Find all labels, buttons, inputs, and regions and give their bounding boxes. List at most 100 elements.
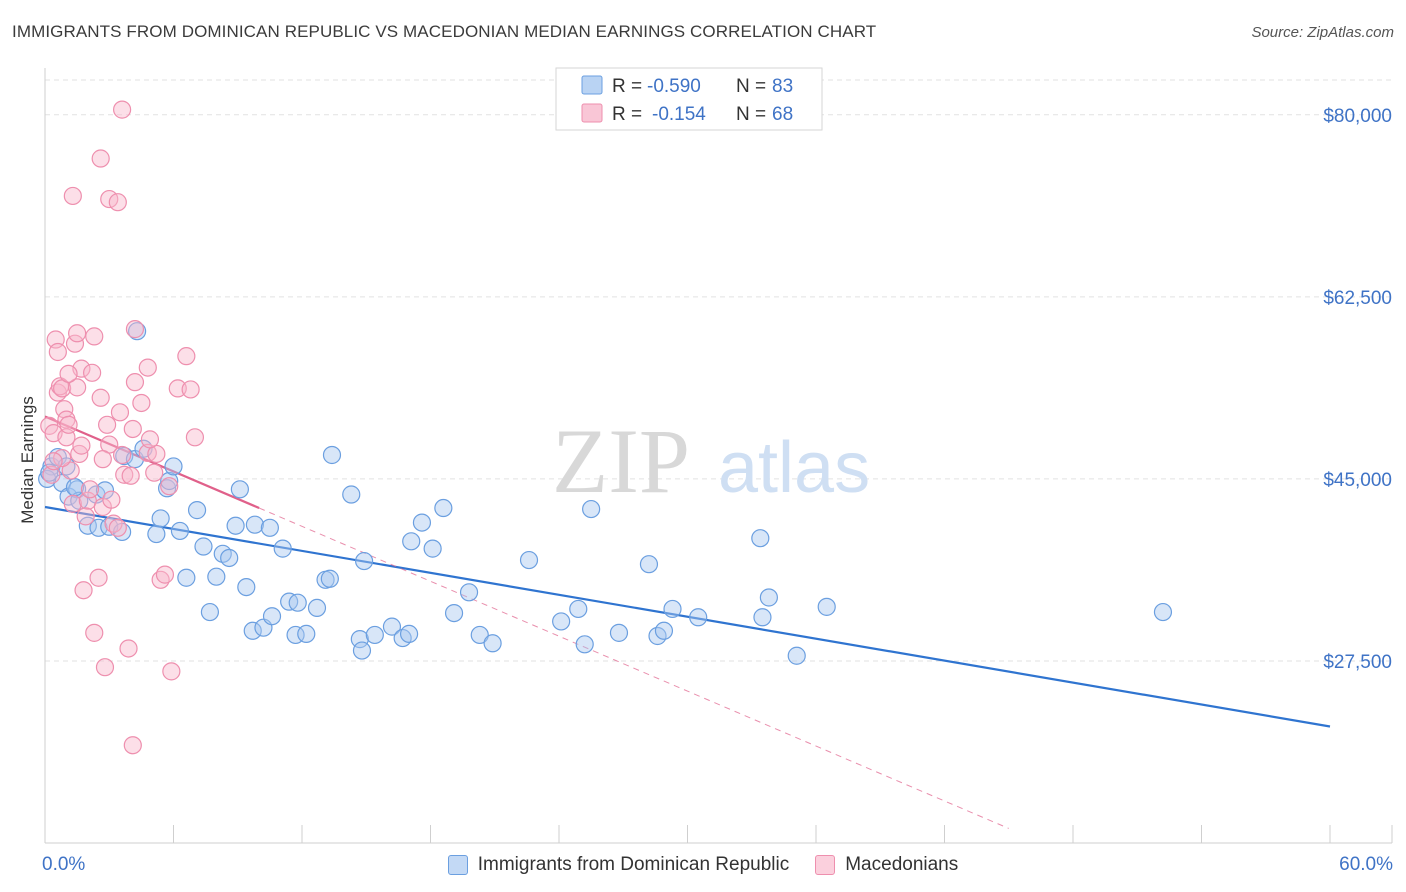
data-point-dominican-republic bbox=[689, 608, 708, 627]
legend-r-value: -0.154 bbox=[652, 104, 706, 125]
data-point-dominican-republic bbox=[164, 457, 183, 476]
data-point-dominican-republic bbox=[753, 608, 772, 627]
data-point-macedonians bbox=[132, 393, 151, 413]
data-point-macedonians bbox=[112, 100, 132, 119]
gridlines bbox=[45, 79, 1392, 662]
data-point-dominican-republic bbox=[207, 567, 226, 586]
data-point-dominican-republic bbox=[483, 634, 502, 653]
trend-lines bbox=[44, 415, 1331, 829]
data-point-macedonians bbox=[115, 465, 134, 484]
data-point-dominican-republic bbox=[575, 635, 594, 654]
data-point-dominican-republic bbox=[187, 501, 207, 520]
legend-swatch-pink bbox=[815, 855, 836, 875]
data-point-dominican-republic bbox=[751, 529, 770, 548]
data-point-macedonians bbox=[145, 463, 164, 482]
legend-item-dominican-republic: Immigrants from Dominican Republic bbox=[447, 854, 790, 876]
data-point-macedonians bbox=[48, 342, 67, 362]
data-point-macedonians bbox=[138, 358, 157, 377]
data-point-dominican-republic bbox=[65, 478, 85, 497]
data-point-macedonians bbox=[112, 445, 132, 465]
legend-label: Macedonians bbox=[845, 854, 959, 875]
stats-legend: R = -0.590 N = 83 R = -0.154 N = 68 bbox=[555, 67, 823, 131]
data-point-dominican-republic bbox=[147, 524, 166, 544]
legend-swatch-blue bbox=[447, 855, 468, 875]
data-point-macedonians bbox=[108, 193, 127, 212]
data-point-macedonians bbox=[91, 388, 110, 407]
x-tick-label: 0.0% bbox=[42, 854, 85, 875]
legend-n-label: N = bbox=[736, 104, 771, 125]
data-point-macedonians bbox=[72, 436, 91, 455]
data-point-dominican-republic bbox=[342, 485, 361, 504]
data-point-macedonians bbox=[185, 428, 205, 447]
y-tick-label: $27,500 bbox=[1323, 652, 1392, 673]
data-point-macedonians bbox=[123, 419, 142, 439]
chart-title: IMMIGRANTS FROM DOMINICAN REPUBLIC VS MA… bbox=[12, 22, 877, 41]
series-legend: Immigrants from Dominican Republic Maced… bbox=[0, 850, 1406, 880]
legend-r-value: -0.590 bbox=[647, 76, 701, 97]
data-point-dominican-republic bbox=[569, 599, 588, 619]
data-point-macedonians bbox=[119, 639, 138, 658]
data-point-macedonians bbox=[68, 324, 87, 343]
data-point-dominican-republic bbox=[200, 602, 220, 622]
legend-r-label: R = bbox=[612, 76, 647, 97]
data-point-dominican-republic bbox=[230, 480, 249, 499]
data-point-dominican-republic bbox=[609, 623, 629, 642]
tick-labels: $27,500 $45,000 $62,500 $80,000 0.0% 60.0% bbox=[42, 106, 1393, 875]
data-point-macedonians bbox=[83, 363, 102, 382]
data-point-macedonians bbox=[160, 477, 179, 496]
y-axis-label: Median Earnings bbox=[18, 396, 37, 524]
watermark-atlas: atlas bbox=[718, 428, 870, 508]
data-point-dominican-republic bbox=[412, 513, 432, 532]
data-point-dominican-republic bbox=[759, 588, 778, 607]
data-point-dominican-republic bbox=[297, 624, 316, 644]
data-point-macedonians bbox=[102, 490, 121, 509]
data-point-macedonians bbox=[74, 581, 93, 600]
data-point-macedonians bbox=[80, 480, 100, 499]
legend-swatch-pink bbox=[581, 103, 603, 123]
data-point-dominican-republic bbox=[519, 550, 539, 570]
data-point-macedonians bbox=[140, 430, 160, 449]
data-point-dominican-republic bbox=[382, 617, 402, 636]
data-point-dominican-republic bbox=[245, 515, 264, 534]
data-point-dominican-republic bbox=[654, 621, 674, 640]
data-point-macedonians bbox=[85, 327, 104, 346]
data-point-macedonians bbox=[98, 415, 117, 434]
data-point-dominican-republic bbox=[817, 597, 836, 616]
data-point-macedonians bbox=[168, 379, 187, 398]
x-tick-label: 60.0% bbox=[1339, 854, 1393, 875]
data-point-dominican-republic bbox=[582, 499, 601, 519]
data-point-macedonians bbox=[68, 378, 87, 397]
data-point-dominican-republic bbox=[663, 599, 682, 619]
data-point-dominican-republic bbox=[177, 568, 196, 587]
data-point-dominican-republic bbox=[352, 641, 372, 660]
data-points bbox=[38, 100, 1173, 755]
data-point-macedonians bbox=[44, 452, 63, 471]
data-point-dominican-republic bbox=[423, 539, 442, 558]
data-point-dominican-republic bbox=[170, 521, 190, 541]
data-point-dominican-republic bbox=[350, 630, 369, 649]
data-point-macedonians bbox=[42, 465, 61, 484]
data-point-dominican-republic bbox=[1153, 602, 1173, 622]
data-point-dominican-republic bbox=[260, 518, 279, 537]
y-tick-label: $45,000 bbox=[1323, 470, 1392, 491]
legend-r-label: R = bbox=[612, 104, 647, 125]
data-point-macedonians bbox=[63, 186, 82, 206]
data-point-dominican-republic bbox=[444, 604, 464, 623]
data-point-macedonians bbox=[89, 568, 108, 587]
data-point-dominican-republic bbox=[220, 548, 239, 568]
data-point-dominican-republic bbox=[459, 583, 479, 602]
legend-swatch-blue bbox=[581, 75, 603, 95]
data-point-dominican-republic bbox=[307, 598, 327, 617]
data-point-dominican-republic bbox=[226, 516, 245, 535]
data-point-macedonians bbox=[177, 347, 196, 366]
legend-label: Immigrants from Dominican Republic bbox=[477, 854, 790, 875]
data-point-dominican-republic bbox=[320, 569, 339, 588]
data-point-macedonians bbox=[181, 380, 200, 399]
data-point-dominican-republic bbox=[273, 539, 292, 558]
trend-line-macedonians bbox=[44, 415, 260, 510]
data-point-macedonians bbox=[125, 320, 145, 339]
data-point-dominican-republic bbox=[355, 551, 374, 571]
data-point-dominican-republic bbox=[322, 445, 342, 465]
data-point-macedonians bbox=[93, 450, 112, 469]
